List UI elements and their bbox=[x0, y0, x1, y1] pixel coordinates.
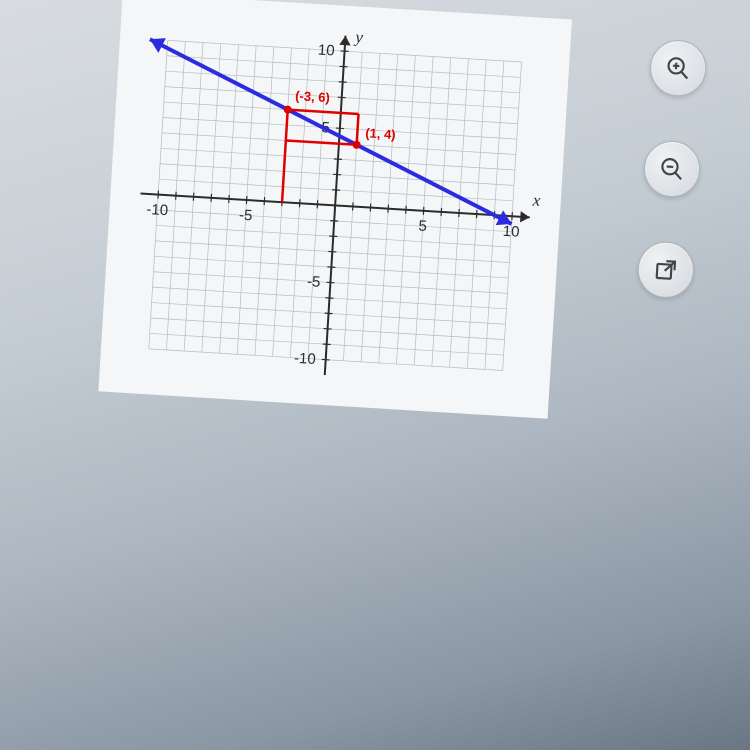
popout-button[interactable] bbox=[636, 240, 695, 299]
svg-text:-10: -10 bbox=[294, 350, 317, 368]
svg-text:y: y bbox=[353, 27, 364, 47]
chart-container: -10-5510-10-5510xy(-3, 6)(1, 4) bbox=[98, 0, 572, 419]
zoom-in-button[interactable] bbox=[649, 39, 708, 98]
zoom-controls bbox=[636, 39, 708, 300]
svg-text:-10: -10 bbox=[146, 201, 169, 219]
svg-text:5: 5 bbox=[418, 218, 427, 235]
svg-text:-5: -5 bbox=[307, 273, 321, 291]
svg-text:10: 10 bbox=[502, 223, 520, 241]
svg-text:10: 10 bbox=[317, 42, 335, 60]
zoom-out-button[interactable] bbox=[642, 139, 701, 198]
svg-text:(-3, 6): (-3, 6) bbox=[295, 88, 331, 105]
svg-text:x: x bbox=[531, 190, 541, 210]
svg-text:-5: -5 bbox=[239, 207, 253, 225]
coordinate-plane: -10-5510-10-5510xy(-3, 6)(1, 4) bbox=[98, 0, 572, 419]
svg-text:(1, 4): (1, 4) bbox=[365, 125, 396, 142]
